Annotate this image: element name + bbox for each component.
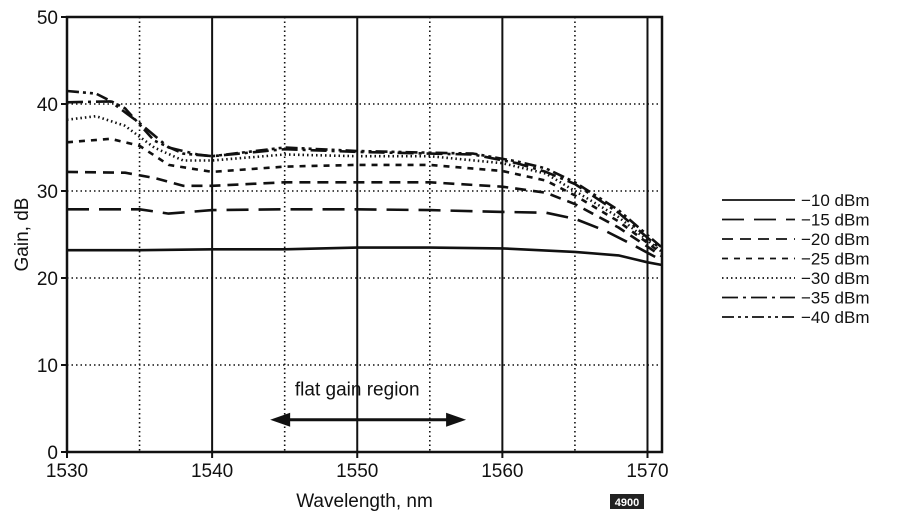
series-line-2 <box>67 208 663 262</box>
legend-label-5: −30 dBm <box>801 269 870 288</box>
y-tick-label-10: 10 <box>37 356 58 377</box>
y-tick-label-20: 20 <box>37 269 58 290</box>
y-tick-label-40: 40 <box>37 95 58 116</box>
arrowhead-left <box>270 412 291 427</box>
legend-label-6: −35 dBm <box>801 289 870 308</box>
y-tick-label-50: 50 <box>37 8 58 29</box>
series-line-6 <box>66 100 663 252</box>
flat-gain-label: flat gain region <box>295 379 420 400</box>
plot-frame <box>65 15 664 454</box>
stamp-text: 4900 <box>615 497 639 509</box>
legend-label-4: −25 dBm <box>801 250 870 269</box>
x-tick-label-1540: 1540 <box>191 461 233 482</box>
x-tick-label-1560: 1560 <box>481 461 523 482</box>
legend: −10 dBm−15 dBm−20 dBm−25 dBm−30 dBm−35 d… <box>722 191 870 327</box>
series-line-5 <box>66 114 663 253</box>
arrowhead-right <box>446 412 467 427</box>
x-axis-label: Wavelength, nm <box>296 491 433 512</box>
y-tick-label-30: 30 <box>37 182 58 203</box>
flat-gain-annotation: flat gain region <box>270 379 467 427</box>
x-tick-label-1530: 1530 <box>46 461 88 482</box>
series-line-1 <box>67 246 663 267</box>
legend-label-2: −15 dBm <box>801 211 870 230</box>
x-tick-label-1550: 1550 <box>336 461 378 482</box>
x-tick-labels: 1530 1540 1550 1560 1570 <box>46 452 669 482</box>
series-lines <box>66 89 663 267</box>
x-tick-label-1570: 1570 <box>626 461 668 482</box>
legend-label-7: −40 dBm <box>801 308 870 327</box>
legend-label-3: −20 dBm <box>801 230 870 249</box>
series-line-4 <box>66 137 663 255</box>
figure-stamp: 4900 <box>610 494 644 509</box>
series-line-3 <box>66 170 663 258</box>
series-line-7 <box>66 89 663 249</box>
stamp-box <box>610 494 644 509</box>
y-tick-labels: 0 10 20 30 40 50 <box>37 8 67 464</box>
y-axis-label: Gain, dB <box>12 198 33 272</box>
y-tick-label-0: 0 <box>47 443 58 464</box>
legend-label-1: −10 dBm <box>801 191 870 210</box>
